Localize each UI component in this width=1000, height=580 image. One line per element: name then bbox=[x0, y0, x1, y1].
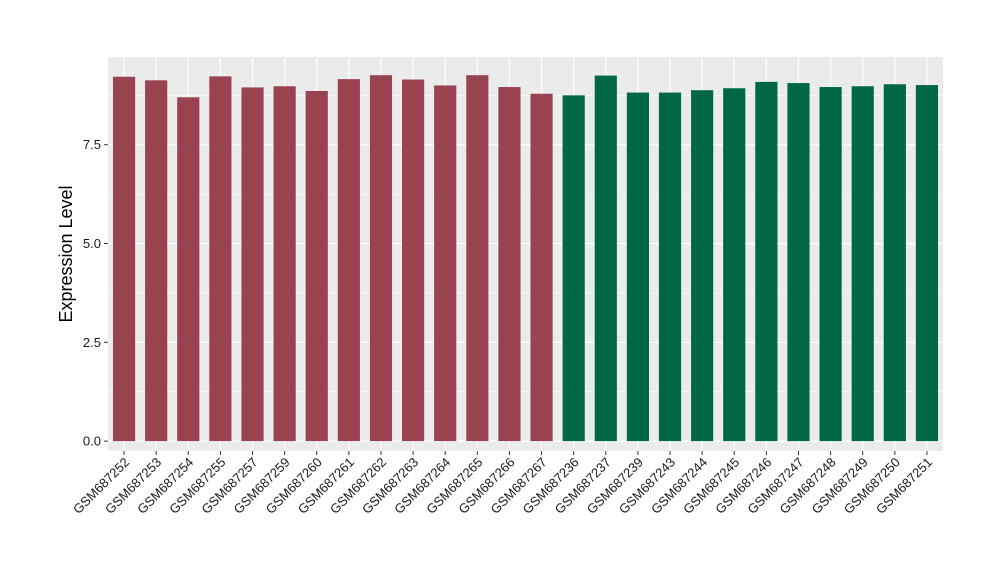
bar-GSM687250 bbox=[883, 84, 906, 442]
bar-GSM687260 bbox=[305, 90, 328, 442]
y-tick-label: 5.0 bbox=[83, 236, 101, 251]
bar-GSM687243 bbox=[658, 92, 682, 442]
y-tick-label: 7.5 bbox=[83, 137, 101, 152]
bar-GSM687236 bbox=[562, 95, 585, 442]
bar-GSM687245 bbox=[723, 88, 746, 442]
bar-GSM687239 bbox=[626, 92, 649, 442]
bar-GSM687262 bbox=[369, 75, 393, 442]
bar-GSM687267 bbox=[530, 93, 553, 442]
bar-GSM687254 bbox=[177, 97, 200, 442]
bar-GSM687252 bbox=[112, 76, 136, 442]
bar-GSM687257 bbox=[241, 87, 264, 442]
x-axis: GSM687252GSM687253GSM687254GSM687255GSM6… bbox=[70, 451, 935, 517]
y-tick-label: 2.5 bbox=[83, 335, 101, 350]
bar-GSM687255 bbox=[209, 76, 232, 442]
bar-GSM687263 bbox=[402, 79, 425, 442]
bar-GSM687251 bbox=[915, 85, 939, 442]
bar-GSM687249 bbox=[851, 86, 874, 442]
bars bbox=[112, 75, 939, 442]
y-axis-title: Expression Level bbox=[56, 185, 76, 322]
bar-GSM687259 bbox=[273, 86, 296, 442]
bar-GSM687253 bbox=[145, 80, 168, 442]
bar-GSM687246 bbox=[755, 81, 778, 442]
y-axis: 0.0 2.5 5.0 7.5 bbox=[83, 137, 108, 449]
bar-GSM687264 bbox=[434, 85, 457, 442]
bar-GSM687244 bbox=[691, 90, 714, 442]
bar-GSM687265 bbox=[466, 75, 489, 442]
bar-GSM687266 bbox=[498, 87, 521, 442]
y-tick-label: 0.0 bbox=[83, 434, 101, 449]
bar-GSM687237 bbox=[594, 75, 617, 442]
bar-GSM687247 bbox=[787, 83, 810, 442]
bar-GSM687261 bbox=[337, 79, 360, 442]
bar-GSM687248 bbox=[819, 87, 842, 442]
